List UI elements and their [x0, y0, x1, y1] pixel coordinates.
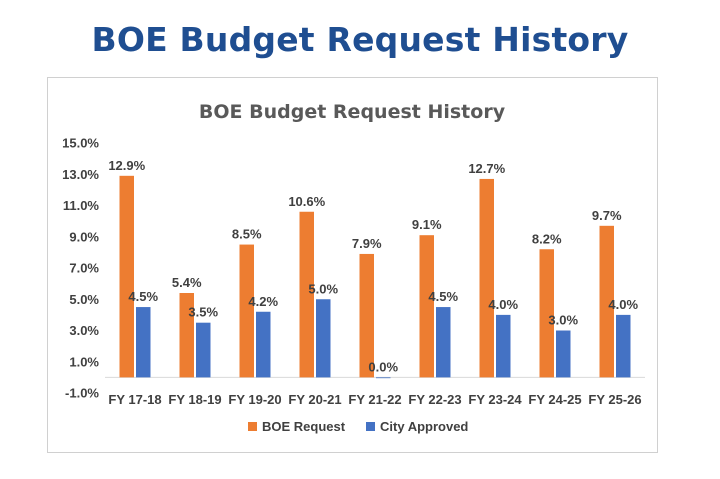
bar-city-approved [616, 314, 631, 378]
data-label-city-approved: 3.5% [188, 305, 218, 320]
bar-boe-request [179, 293, 194, 378]
bar-boe-request [539, 249, 554, 378]
x-tick-label: FY 20-21 [288, 392, 341, 407]
data-label-city-approved: 4.5% [128, 289, 158, 304]
legend-swatch-city-approved [366, 422, 375, 431]
bar-city-approved [316, 299, 331, 378]
bar-boe-request [299, 211, 314, 378]
bar-city-approved [256, 311, 271, 378]
legend-swatch-boe-request [248, 422, 257, 431]
y-tick-label: -1.0% [65, 386, 99, 401]
bar-boe-request [419, 235, 434, 378]
y-tick-label: 1.0% [69, 354, 99, 369]
x-tick-label: FY 17-18 [108, 392, 161, 407]
data-label-city-approved: 4.5% [428, 289, 458, 304]
data-label-city-approved: 4.0% [488, 297, 518, 312]
slide-title: BOE Budget Request History [91, 20, 629, 59]
legend-label-city-approved: City Approved [380, 419, 468, 434]
data-label-boe-request: 7.9% [352, 236, 382, 251]
data-label-boe-request: 5.4% [172, 275, 202, 290]
y-tick-label: 3.0% [69, 323, 99, 338]
y-tick-label: 7.0% [69, 261, 99, 276]
y-tick-label: 5.0% [69, 292, 99, 307]
data-label-city-approved: 5.0% [308, 281, 338, 296]
y-tick-label: 15.0% [62, 136, 99, 151]
data-label-boe-request: 8.2% [532, 231, 562, 246]
x-tick-label: FY 24-25 [528, 392, 581, 407]
data-label-city-approved: 4.0% [608, 297, 638, 312]
bar-city-approved [196, 322, 211, 378]
chart-title: BOE Budget Request History [199, 101, 506, 123]
bar-city-approved [556, 330, 571, 378]
x-tick-label: FY 21-22 [348, 392, 401, 407]
chart-frame [47, 77, 658, 453]
y-tick-label: 13.0% [62, 167, 99, 182]
x-tick-label: FY 23-24 [468, 392, 522, 407]
data-label-boe-request: 12.7% [468, 161, 505, 176]
data-label-boe-request: 8.5% [232, 227, 262, 242]
bar-boe-request [119, 175, 134, 378]
bar-boe-request [479, 178, 494, 378]
x-tick-label: FY 18-19 [168, 392, 221, 407]
x-tick-label: FY 19-20 [228, 392, 281, 407]
x-tick-label: FY 22-23 [408, 392, 461, 407]
bar-city-approved [436, 307, 451, 378]
data-label-boe-request: 9.1% [412, 217, 442, 232]
data-label-boe-request: 9.7% [592, 208, 622, 223]
legend-label-boe-request: BOE Request [262, 419, 346, 434]
bar-city-approved [136, 307, 151, 378]
y-tick-label: 11.0% [63, 198, 100, 213]
data-label-boe-request: 12.9% [108, 158, 145, 173]
data-label-city-approved: 3.0% [548, 313, 578, 328]
bar-city-approved [496, 314, 511, 378]
bar-city-approved [376, 377, 391, 379]
bar-boe-request [359, 253, 374, 378]
data-label-boe-request: 10.6% [288, 194, 325, 209]
y-tick-label: 9.0% [69, 229, 99, 244]
x-tick-label: FY 25-26 [588, 392, 641, 407]
data-label-city-approved: 4.2% [248, 294, 278, 309]
bar-boe-request [599, 225, 614, 378]
data-label-city-approved: 0.0% [368, 359, 398, 374]
bar-boe-request [239, 244, 254, 378]
